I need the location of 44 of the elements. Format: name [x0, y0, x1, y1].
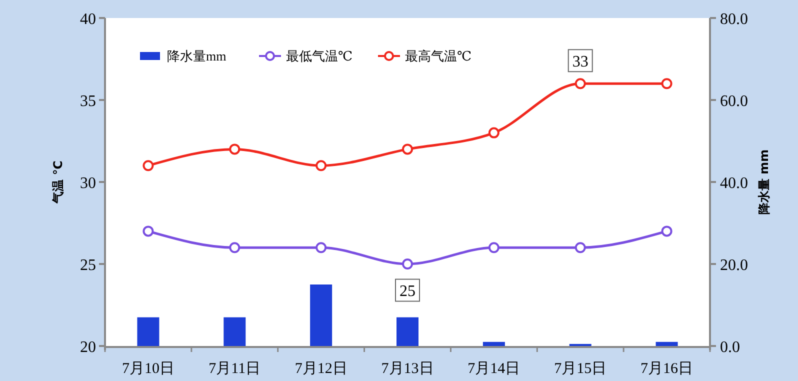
legend-label: 降水量mm	[167, 48, 226, 64]
bar	[656, 342, 678, 346]
bar	[310, 284, 332, 346]
point	[488, 127, 500, 138]
y2-axis-title: 降水量 mm	[757, 149, 771, 215]
y2-tick-label: 20.0	[720, 257, 748, 274]
x-tick-label: 7月16日	[640, 361, 694, 377]
point	[316, 242, 327, 254]
x-tick-label: 7月15日	[554, 361, 607, 377]
bar	[482, 342, 505, 346]
point	[574, 78, 586, 90]
x-tick-label: 7月10日	[122, 361, 174, 377]
x-tick-label: 7月11日	[208, 361, 261, 377]
point	[142, 160, 154, 172]
bar	[396, 317, 418, 346]
point	[402, 258, 413, 270]
y-tick-label: 25	[80, 257, 96, 274]
x-tick-label: 7月13日	[381, 361, 434, 377]
y2-tick-label: 40.0	[720, 175, 748, 192]
x-tick-label: 7月14日	[468, 361, 520, 377]
y2-tick-label: 0.0	[720, 339, 740, 356]
annotation: 33	[572, 54, 588, 71]
y2-tick-label: 60.0	[720, 93, 748, 110]
legend-label: 最低气温℃	[286, 48, 353, 64]
annotation: 25	[400, 283, 416, 300]
x-tick-label: 7月12日	[294, 361, 348, 377]
bar	[224, 317, 246, 346]
point	[402, 144, 413, 155]
point	[661, 226, 672, 237]
bar	[137, 317, 160, 346]
y-axis-title: 气温 ℃	[51, 160, 65, 204]
y-tick-label: 30	[80, 175, 96, 192]
y-tick-label: 20	[80, 339, 96, 356]
point	[574, 242, 586, 254]
y2-tick-label: 80.0	[720, 11, 748, 28]
point	[316, 160, 327, 172]
point	[142, 226, 154, 237]
point	[229, 242, 240, 254]
legend-label: 最高气温℃	[405, 48, 472, 64]
point	[229, 144, 240, 155]
point	[488, 242, 500, 254]
y-tick-label: 40	[80, 11, 96, 28]
point	[661, 78, 672, 90]
y-tick-label: 35	[80, 93, 96, 110]
